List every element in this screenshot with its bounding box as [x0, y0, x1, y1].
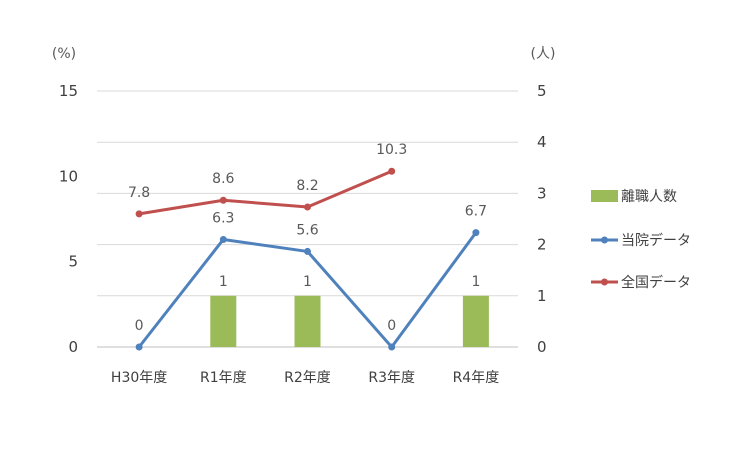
bar	[294, 295, 321, 347]
line-data-label: 0	[387, 318, 396, 334]
legend-swatch-marker	[601, 236, 608, 244]
line-point	[219, 196, 227, 204]
line-point	[135, 343, 143, 351]
line-data-label: 7.8	[128, 185, 150, 201]
line-point	[304, 247, 311, 255]
series-line	[138, 169, 393, 216]
legend-label: 全国データ	[621, 274, 691, 291]
right-axis-tick-label: 2	[537, 236, 547, 254]
right-axis-unit: (人)	[531, 46, 556, 62]
line-data-label: 8.2	[296, 178, 318, 194]
right-axis-tick-label: 3	[537, 184, 547, 202]
category-label: H30年度	[111, 370, 167, 386]
left-axis-tick-label: 10	[59, 167, 78, 185]
legend-swatch-bar	[591, 190, 618, 202]
left-axis-unit: (%)	[52, 46, 76, 62]
data-labels: 1 1 1 0 6.3 5.6 0 6.7 7.8 8.6 8.2 10.3	[128, 142, 487, 334]
bar-data-label: 1	[471, 274, 480, 290]
right-axis-tick-label: 5	[537, 82, 547, 100]
right-axis-tick-label: 4	[537, 133, 547, 151]
right-axis-tick-label: 1	[537, 287, 547, 305]
category-label: R4年度	[453, 370, 500, 386]
line-data-label: 10.3	[376, 142, 407, 158]
gridlines	[97, 90, 518, 348]
right-axis-tick-label: 0	[537, 338, 547, 356]
legend-label: 当院データ	[621, 232, 691, 249]
line-point	[219, 235, 227, 243]
line-data-label: 8.6	[212, 171, 234, 187]
legend-label: 離職人数	[621, 188, 677, 205]
line-data-label: 6.3	[212, 210, 234, 226]
line-series	[135, 167, 480, 351]
bar	[210, 295, 237, 347]
category-label: R1年度	[200, 370, 247, 386]
bar-data-label: 1	[303, 274, 312, 290]
line-point	[388, 343, 396, 351]
line-data-label: 5.6	[296, 222, 318, 238]
line-data-label: 0	[135, 318, 144, 334]
line-point	[472, 229, 480, 237]
left-axis-tick-label: 15	[59, 82, 78, 100]
left-axis-tick-label: 0	[68, 338, 78, 356]
line-data-label: 6.7	[465, 204, 487, 220]
line-point	[388, 167, 396, 175]
line-point	[135, 210, 143, 218]
category-label: R2年度	[284, 370, 331, 386]
bar-series	[210, 295, 489, 347]
bar	[462, 295, 489, 347]
line-point	[304, 203, 311, 211]
bar-data-label: 1	[219, 274, 228, 290]
left-axis-tick-label: 5	[68, 253, 78, 271]
legend-swatch-marker	[601, 278, 608, 286]
category-label: R3年度	[368, 370, 415, 386]
